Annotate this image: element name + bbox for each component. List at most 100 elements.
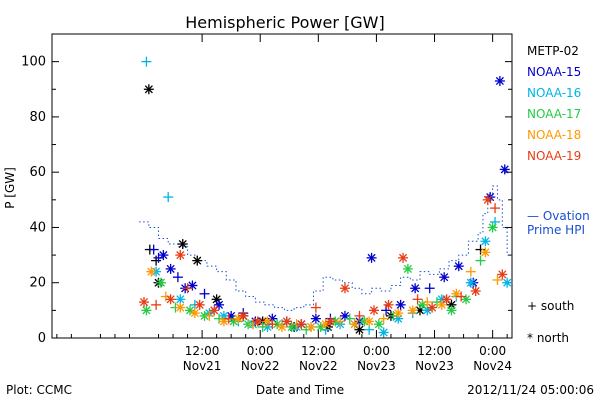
marker-stroke bbox=[481, 237, 490, 246]
y-axis: 0 20 40 60 80 100 bbox=[21, 33, 512, 346]
data-point bbox=[344, 313, 355, 324]
data-point bbox=[369, 305, 379, 316]
data-point bbox=[465, 266, 476, 277]
legend-north-marker: * north bbox=[527, 331, 569, 345]
x-tick-time: 0:00 bbox=[479, 344, 506, 358]
y-tick-label: 0 bbox=[38, 331, 46, 346]
data-point bbox=[325, 316, 336, 327]
marker-stroke bbox=[166, 295, 175, 304]
data-point bbox=[487, 222, 498, 233]
marker-stroke bbox=[481, 248, 490, 257]
data-point bbox=[151, 299, 162, 310]
marker-stroke bbox=[394, 309, 403, 318]
data-point bbox=[139, 297, 149, 308]
data-markers bbox=[139, 56, 513, 338]
y-axis-label: P [GW] bbox=[3, 167, 17, 209]
plot-frame bbox=[51, 33, 513, 339]
marker-stroke bbox=[311, 314, 320, 323]
data-point bbox=[238, 310, 249, 321]
x-tick-time: 12:00 bbox=[301, 344, 336, 358]
ovation-hpi-line bbox=[139, 185, 512, 311]
marker-stroke bbox=[166, 264, 175, 273]
y-tick-label: 100 bbox=[21, 55, 46, 70]
marker-stroke bbox=[369, 306, 379, 315]
marker-stroke bbox=[379, 328, 388, 337]
marker-stroke bbox=[142, 306, 151, 315]
data-point bbox=[218, 316, 229, 327]
data-point bbox=[262, 316, 273, 327]
marker-stroke bbox=[212, 295, 221, 304]
data-point bbox=[194, 299, 205, 310]
chart-title: Hemispheric Power [GW] bbox=[185, 13, 384, 32]
data-point bbox=[143, 84, 154, 95]
y-tick-label: 80 bbox=[29, 110, 46, 125]
x-tick-date: Nov24 bbox=[473, 359, 512, 373]
data-point bbox=[223, 313, 234, 324]
data-point bbox=[492, 274, 503, 285]
legend-south-marker: + south bbox=[527, 299, 574, 313]
marker-stroke bbox=[340, 311, 350, 320]
data-point bbox=[470, 286, 481, 297]
marker-stroke bbox=[488, 223, 497, 232]
data-point bbox=[349, 319, 360, 330]
legend-ovation-line1: — Ovation bbox=[527, 209, 590, 223]
data-point bbox=[499, 164, 510, 175]
data-point bbox=[378, 313, 389, 324]
data-point bbox=[465, 277, 476, 288]
data-point bbox=[395, 299, 406, 310]
data-point bbox=[427, 302, 438, 313]
data-point bbox=[267, 319, 278, 330]
data-point bbox=[441, 294, 452, 305]
x-tick-date: Nov22 bbox=[241, 359, 280, 373]
marker-stroke bbox=[466, 278, 475, 287]
marker-stroke bbox=[498, 270, 507, 279]
y-tick-label: 40 bbox=[29, 220, 46, 235]
marker-stroke bbox=[210, 306, 219, 315]
marker-stroke bbox=[156, 278, 166, 287]
legend-entry: METP-02 bbox=[527, 44, 579, 58]
data-point bbox=[402, 263, 413, 274]
data-point bbox=[407, 305, 418, 316]
data-point bbox=[451, 288, 462, 299]
marker-stroke bbox=[408, 306, 417, 315]
data-point bbox=[175, 250, 186, 261]
marker-stroke bbox=[326, 317, 335, 326]
data-point bbox=[175, 302, 186, 313]
marker-stroke bbox=[297, 320, 306, 329]
marker-stroke bbox=[239, 311, 248, 320]
data-point bbox=[209, 305, 220, 316]
data-point bbox=[446, 305, 457, 316]
data-point bbox=[410, 283, 421, 294]
plot-credit: Plot: CCMC bbox=[6, 383, 72, 397]
marker-stroke bbox=[452, 289, 461, 298]
x-axis-label: Date and Time bbox=[256, 383, 344, 397]
data-point bbox=[175, 294, 186, 305]
marker-stroke bbox=[185, 306, 195, 315]
marker-stroke bbox=[503, 278, 512, 287]
data-point bbox=[172, 272, 183, 283]
data-point bbox=[306, 321, 317, 332]
data-point bbox=[398, 252, 409, 263]
ovation-series bbox=[139, 185, 512, 311]
data-point bbox=[252, 316, 263, 327]
data-point bbox=[424, 283, 435, 294]
marker-stroke bbox=[144, 85, 153, 94]
legend-entry: NOAA-19 bbox=[527, 149, 581, 163]
marker-stroke bbox=[176, 303, 185, 312]
data-point bbox=[335, 316, 346, 327]
data-point bbox=[373, 319, 384, 330]
marker-stroke bbox=[195, 300, 204, 309]
legend-entry: NOAA-17 bbox=[527, 107, 581, 121]
marker-stroke bbox=[306, 322, 316, 332]
data-point bbox=[480, 247, 491, 258]
marker-stroke bbox=[176, 251, 185, 260]
marker-stroke bbox=[139, 298, 149, 307]
data-point bbox=[277, 321, 287, 332]
data-point bbox=[354, 310, 365, 321]
data-point bbox=[158, 250, 169, 261]
marker-stroke bbox=[282, 317, 291, 326]
data-point bbox=[364, 316, 375, 327]
x-tick-date: Nov22 bbox=[299, 359, 338, 373]
data-point bbox=[187, 280, 198, 291]
